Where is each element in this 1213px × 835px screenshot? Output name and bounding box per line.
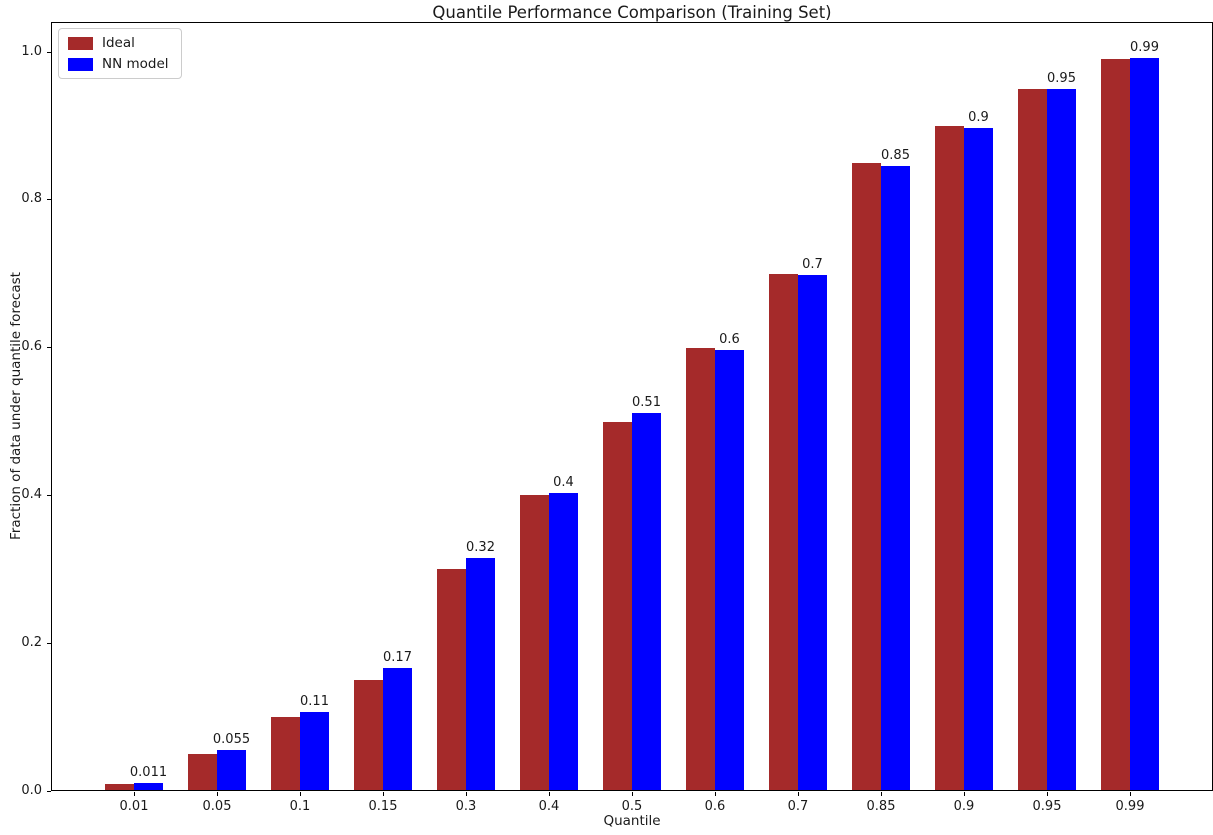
x-tick-mark: [797, 792, 799, 796]
legend-label: Ideal: [102, 35, 135, 51]
x-tick-mark: [382, 792, 384, 796]
y-tick-mark: [47, 347, 51, 349]
bar-ideal-0.4: [520, 495, 549, 790]
x-tick-mark: [714, 792, 716, 796]
bar-nn-model-0.6: [715, 349, 744, 790]
legend-item-ideal: Ideal: [68, 35, 169, 51]
bar-ideal-0.01: [105, 783, 134, 790]
x-tick-mark: [963, 792, 965, 796]
bar-ideal-0.95: [1018, 88, 1047, 790]
bar-value-label: 0.4: [553, 475, 574, 491]
x-tick-label: 0.4: [538, 799, 560, 814]
y-tick-label: 0.6: [21, 339, 42, 355]
x-tick-mark: [465, 792, 467, 796]
x-tick-label: 0.95: [1032, 799, 1062, 814]
x-tick-mark: [133, 792, 135, 796]
x-tick-label: 0.6: [704, 799, 726, 814]
legend-swatch: [68, 36, 93, 50]
bar-nn-model-0.3: [466, 558, 495, 790]
bar-value-label: 0.85: [881, 147, 910, 163]
bar-value-label: 0.95: [1047, 70, 1076, 86]
bar-value-label: 0.7: [802, 257, 823, 273]
x-tick-mark: [216, 792, 218, 796]
y-tick-label: 0.8: [21, 191, 42, 207]
bar-ideal-0.99: [1101, 59, 1130, 790]
bar-nn-model-0.99: [1130, 57, 1159, 790]
y-tick-label: 0.0: [21, 782, 42, 798]
y-tick-mark: [47, 790, 51, 792]
bar-ideal-0.1: [271, 717, 300, 790]
y-axis-label: Fraction of data under quantile forecast: [8, 272, 24, 541]
y-tick-mark: [47, 642, 51, 644]
bar-nn-model-0.9: [964, 128, 993, 790]
bar-nn-model-0.7: [798, 275, 827, 790]
bar-value-label: 0.17: [383, 650, 412, 666]
bar-nn-model-0.95: [1047, 88, 1076, 790]
bar-ideal-0.15: [354, 680, 383, 790]
x-tick-label: 0.3: [455, 799, 477, 814]
bar-nn-model-0.5: [632, 412, 661, 790]
x-tick-mark: [880, 792, 882, 796]
x-tick-label: 0.9: [953, 799, 975, 814]
bar-value-label: 0.99: [1130, 39, 1159, 55]
legend-item-nn-model: NN model: [68, 56, 169, 72]
chart-title: Quantile Performance Comparison (Trainin…: [432, 3, 832, 22]
bar-ideal-0.6: [686, 347, 715, 790]
x-tick-mark: [631, 792, 633, 796]
x-tick-label: 0.85: [866, 799, 896, 814]
x-tick-label: 0.15: [368, 799, 398, 814]
bar-ideal-0.85: [852, 162, 881, 790]
x-tick-label: 0.1: [289, 799, 311, 814]
y-tick-label: 1.0: [21, 43, 42, 59]
legend: Ideal NN model: [58, 28, 182, 79]
bar-value-label: 0.51: [632, 394, 661, 410]
x-tick-label: 0.5: [621, 799, 643, 814]
y-tick-label: 0.2: [21, 634, 42, 650]
bar-nn-model-0.1: [300, 711, 329, 790]
bar-ideal-0.7: [769, 273, 798, 790]
y-tick-mark: [47, 51, 51, 53]
y-tick-label: 0.4: [21, 486, 42, 502]
bar-nn-model-0.85: [881, 165, 910, 790]
bar-value-label: 0.6: [719, 331, 740, 347]
bar-nn-model-0.05: [217, 750, 246, 790]
x-axis-label: Quantile: [603, 813, 661, 829]
x-tick-label: 0.99: [1115, 799, 1145, 814]
legend-label: NN model: [102, 56, 169, 72]
bar-ideal-0.3: [437, 569, 466, 790]
bar-nn-model-0.4: [549, 493, 578, 790]
x-tick-mark: [1046, 792, 1048, 796]
bar-value-label: 0.055: [212, 732, 251, 748]
x-tick-label: 0.01: [119, 799, 149, 814]
x-tick-mark: [548, 792, 550, 796]
bar-value-label: 0.11: [300, 693, 329, 709]
bar-value-label: 0.011: [129, 764, 168, 780]
bar-ideal-0.5: [603, 421, 632, 790]
bar-ideal-0.05: [188, 754, 217, 790]
x-tick-label: 0.05: [202, 799, 232, 814]
bar-ideal-0.9: [935, 125, 964, 790]
x-tick-label: 0.7: [787, 799, 809, 814]
y-tick-mark: [47, 494, 51, 496]
legend-swatch: [68, 57, 93, 71]
bar-nn-model-0.01: [134, 782, 163, 790]
y-tick-mark: [47, 199, 51, 201]
bar-value-label: 0.32: [466, 540, 495, 556]
x-tick-mark: [1129, 792, 1131, 796]
bar-value-label: 0.9: [968, 110, 989, 126]
x-tick-mark: [299, 792, 301, 796]
bar-nn-model-0.15: [383, 668, 412, 790]
